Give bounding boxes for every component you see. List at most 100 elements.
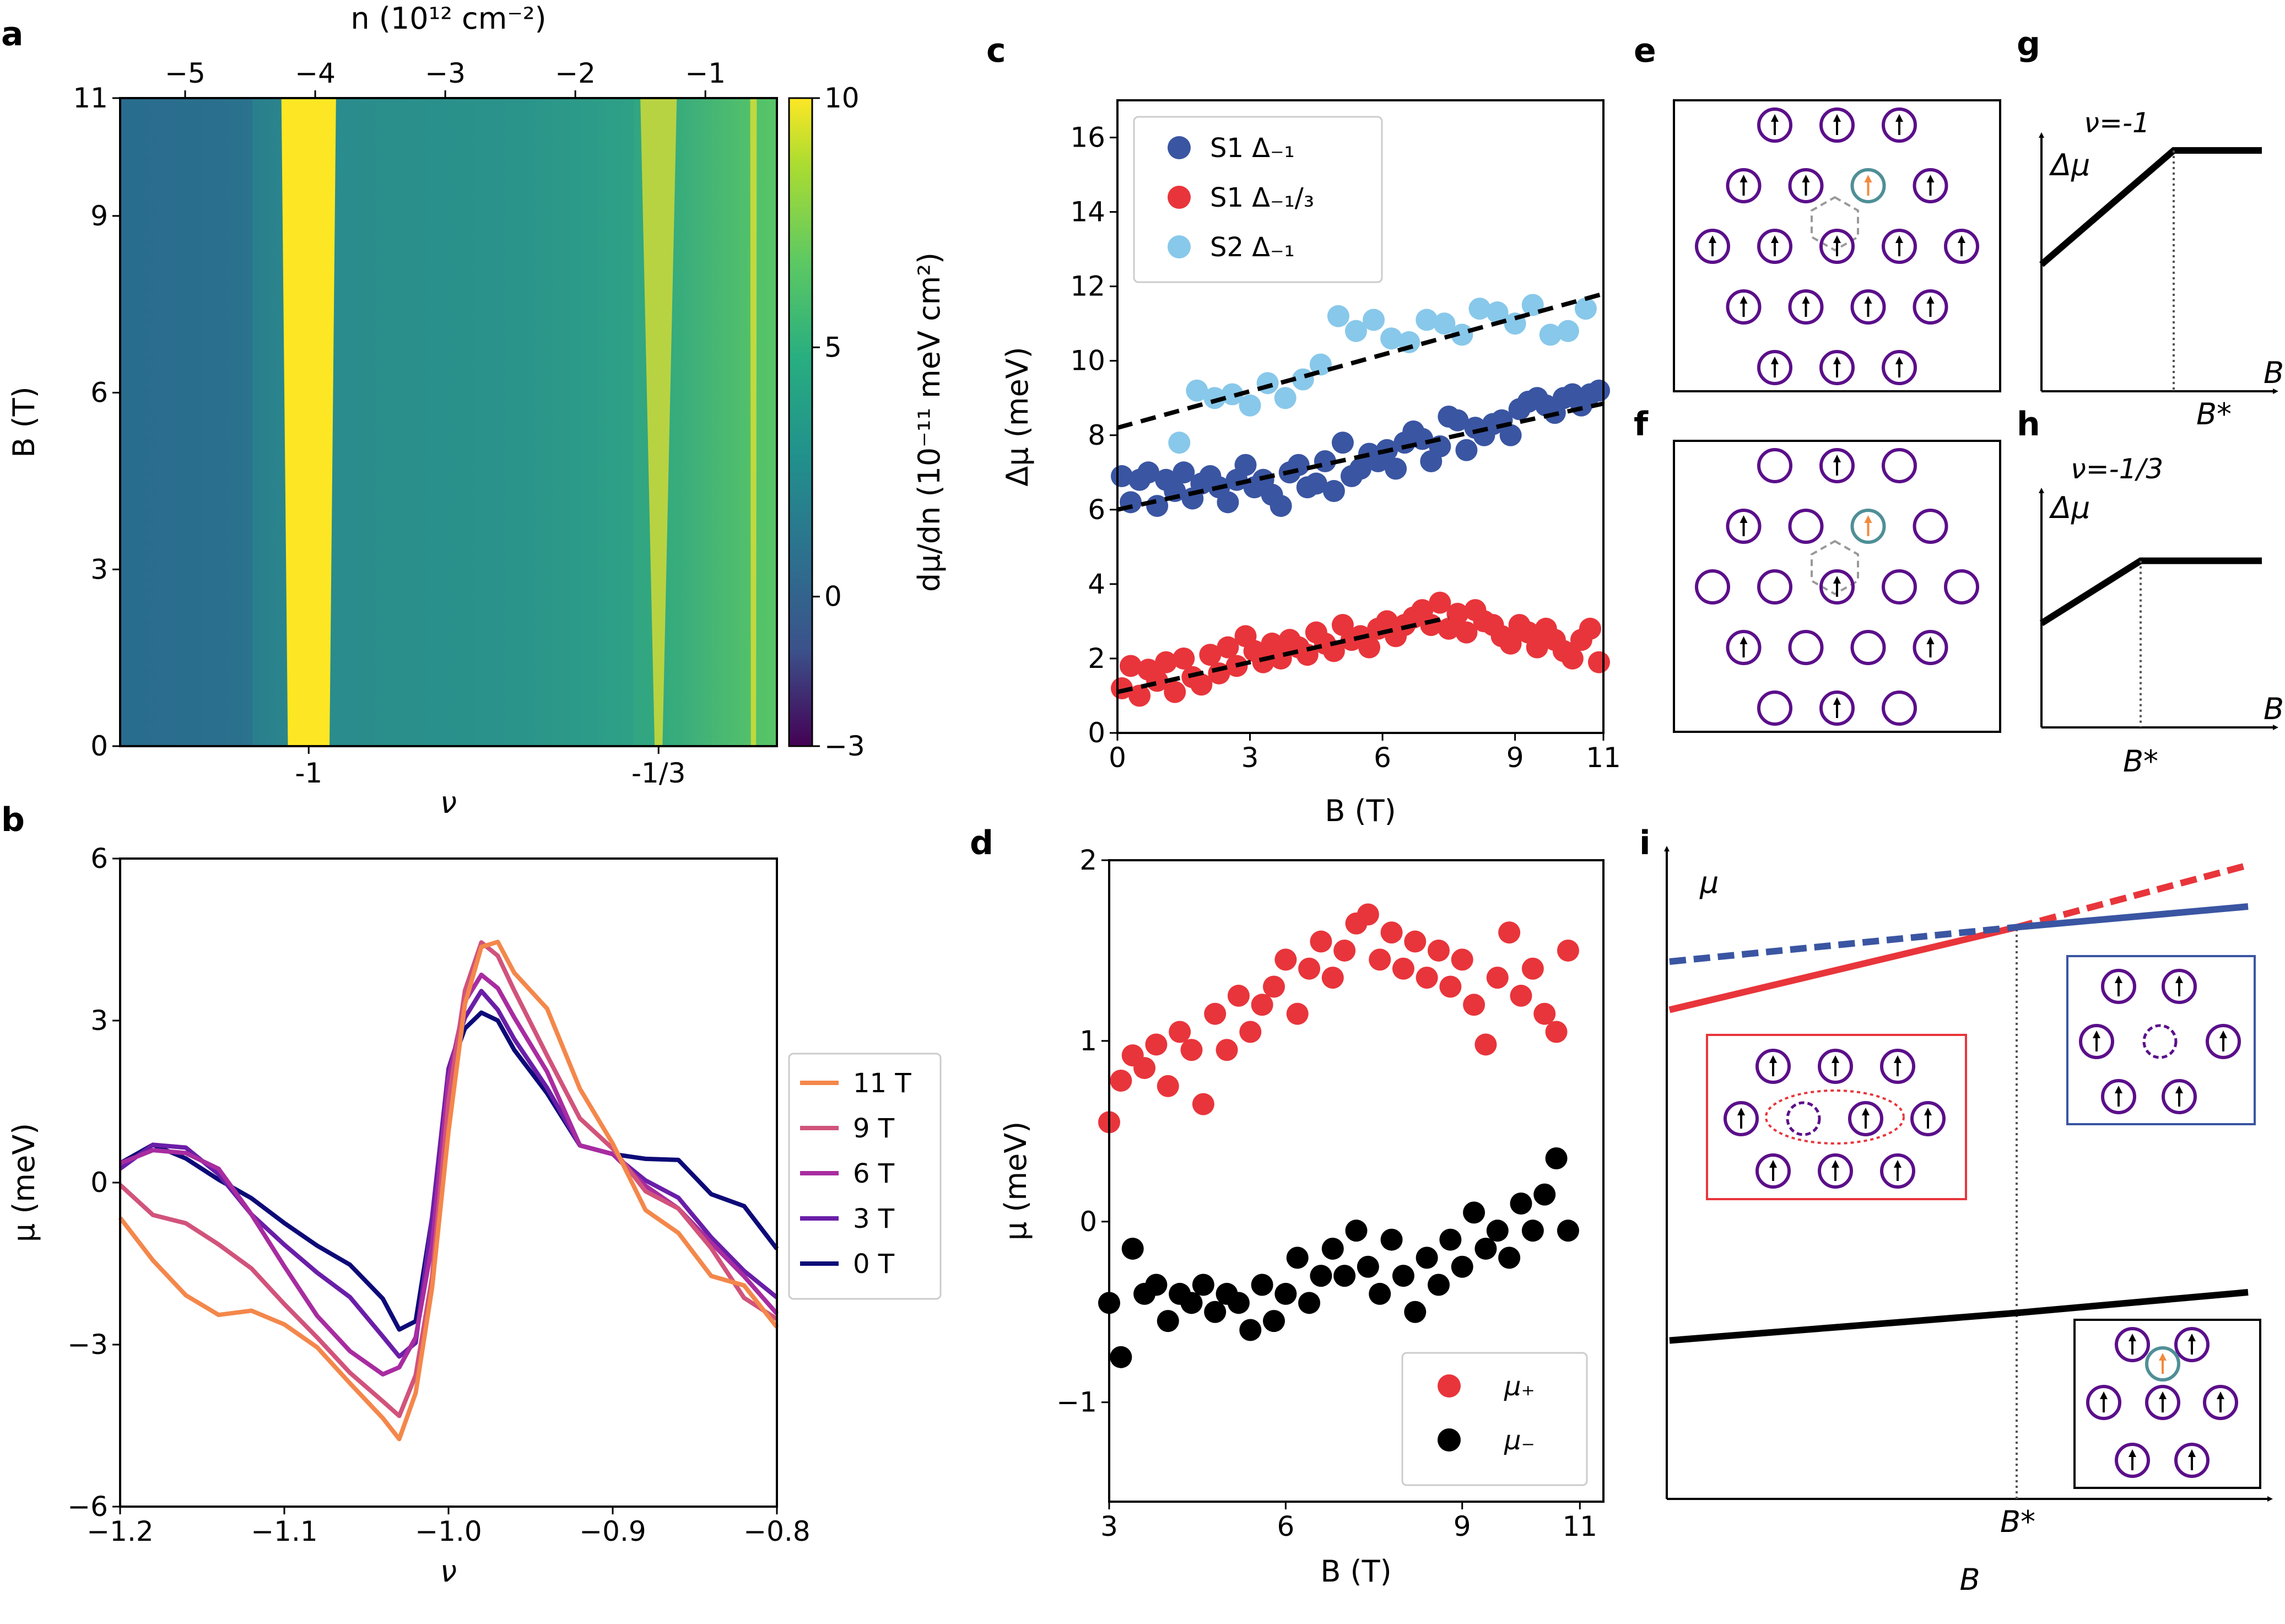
- c-point: [1239, 394, 1261, 417]
- lattice-site: [1944, 569, 1979, 605]
- d-point: [1286, 1002, 1309, 1025]
- a-top-axis-label: n (10¹² cm⁻²): [350, 1, 546, 36]
- c-point: [1137, 461, 1160, 484]
- lattice-site: [1755, 1049, 1791, 1084]
- d-point: [1428, 1274, 1450, 1296]
- heatmap-yellow-band-2: [640, 98, 677, 746]
- c-point: [1358, 636, 1381, 659]
- d-point: [1204, 1002, 1227, 1025]
- d-point: [1380, 1228, 1403, 1251]
- d-point: [1169, 1021, 1191, 1043]
- spin-arrow-icon: [2093, 1030, 2100, 1038]
- c-point: [1305, 472, 1327, 495]
- a-top-tick-label: −5: [165, 57, 206, 89]
- i-curve-black-segment: [1669, 1309, 2017, 1344]
- b-y-tick-label: 3: [90, 1005, 108, 1037]
- h-title: ν=-1/3: [2071, 453, 2163, 485]
- c-point: [1579, 617, 1601, 640]
- lattice-site: [2115, 1443, 2150, 1478]
- spin-arrow-icon: [1709, 235, 1716, 243]
- c-point: [1468, 298, 1491, 320]
- g-title: ν=-1: [2084, 107, 2150, 139]
- d-point: [1392, 1265, 1414, 1287]
- lattice-site: [1788, 289, 1824, 325]
- d-point: [1157, 1075, 1179, 1097]
- lattice-site: [2206, 1024, 2241, 1059]
- c-y-axis-label: Δμ (meV): [1000, 347, 1035, 486]
- c-point: [1455, 439, 1478, 461]
- lattice-site: [1695, 229, 1730, 264]
- i-inset-red-pair-ellipse: [1765, 1089, 1905, 1145]
- spin-arrow-icon: [1740, 515, 1748, 523]
- spin-arrow-icon: [1740, 296, 1748, 304]
- c-point: [1499, 424, 1522, 446]
- i-y-label: μ: [1699, 865, 1719, 900]
- spin-arrow-icon: [1864, 296, 1872, 304]
- spin-arrow-icon: [1832, 1160, 1839, 1168]
- panel-f-lattice: [1673, 440, 2001, 733]
- d-point: [1380, 921, 1403, 944]
- c-point: [1120, 655, 1142, 677]
- c-point: [1234, 454, 1257, 476]
- b-x-axis-label: ν: [440, 1554, 457, 1589]
- c-point: [1186, 379, 1208, 402]
- h-y-label: Δμ: [2049, 490, 2090, 525]
- d-x-axis-label: B (T): [1320, 1554, 1391, 1589]
- c-fit-line: [1116, 292, 1605, 430]
- d-point: [1369, 1282, 1391, 1305]
- c-point: [1221, 383, 1244, 406]
- b-series-line-6T: [119, 972, 779, 1377]
- d-point: [1239, 1021, 1262, 1043]
- d-point: [1145, 1033, 1168, 1056]
- spin-arrow-icon: [2115, 1086, 2122, 1093]
- c-legend: S1 Δ₋₁ S1 Δ₋₁/₃ S2 Δ₋₁: [1133, 116, 1383, 283]
- lattice-site: [2115, 1327, 2150, 1362]
- d-point: [1545, 1021, 1568, 1043]
- c-point: [1446, 602, 1469, 625]
- d-point: [1463, 1201, 1485, 1224]
- d-point: [1239, 1319, 1262, 1341]
- g-bstar-label: B*: [2196, 397, 2232, 431]
- c-legend-box: [1133, 116, 1383, 283]
- d-point: [1180, 1039, 1203, 1061]
- c-point: [1363, 309, 1385, 331]
- spin-arrow-icon: [2217, 1391, 2224, 1399]
- d-point: [1274, 1282, 1297, 1305]
- spin-arrow-icon: [1802, 296, 1810, 304]
- b-series-line-11T: [118, 940, 779, 1442]
- a-y-tick-label: 0: [90, 730, 108, 762]
- heatmap-low-region: [120, 98, 252, 746]
- panel-label-g: g: [2017, 25, 2040, 63]
- a-top-tick-label: −4: [295, 57, 336, 89]
- d-point: [1357, 1255, 1379, 1278]
- b-legend-label: 11 T: [853, 1068, 911, 1099]
- lattice-site: [1819, 569, 1855, 605]
- d-legend-label: μ₋: [1504, 1425, 1535, 1456]
- c-y-tick-label: 12: [1070, 271, 1105, 303]
- c-point: [1256, 372, 1279, 395]
- c-fit-line: [1117, 401, 1604, 512]
- panel-e-lattice: [1673, 99, 2001, 392]
- d-point: [1392, 957, 1414, 980]
- d-y-tick-label: −1: [1056, 1386, 1097, 1418]
- heatmap-yellow-band-3: [750, 98, 757, 746]
- panel-label-d: d: [970, 824, 993, 862]
- h-x-label: B: [2264, 692, 2284, 726]
- c-y-tick-label: 0: [1088, 717, 1105, 749]
- a-bottom-tick-label: -1: [295, 757, 322, 789]
- c-x-tick-label: 6: [1374, 742, 1391, 774]
- d-point: [1357, 903, 1379, 926]
- d-point: [1521, 1220, 1544, 1242]
- i-bstar-label: B*: [2000, 1504, 2035, 1539]
- d-y-axis-label: μ (meV): [998, 1121, 1033, 1240]
- c-x-tick-label: 9: [1506, 742, 1524, 774]
- b-y-tick-label: −3: [67, 1329, 108, 1361]
- d-point: [1345, 1220, 1368, 1242]
- panel-i-schematic: μ B B*: [1664, 846, 2273, 1597]
- lattice-site: [1757, 107, 1792, 143]
- c-y-tick-label: 2: [1088, 643, 1105, 675]
- spin-arrow-icon: [1895, 114, 1903, 122]
- lattice-site: [1818, 1153, 1853, 1189]
- lattice-site: [2162, 1079, 2197, 1114]
- a-top-tick-label: −3: [425, 57, 466, 89]
